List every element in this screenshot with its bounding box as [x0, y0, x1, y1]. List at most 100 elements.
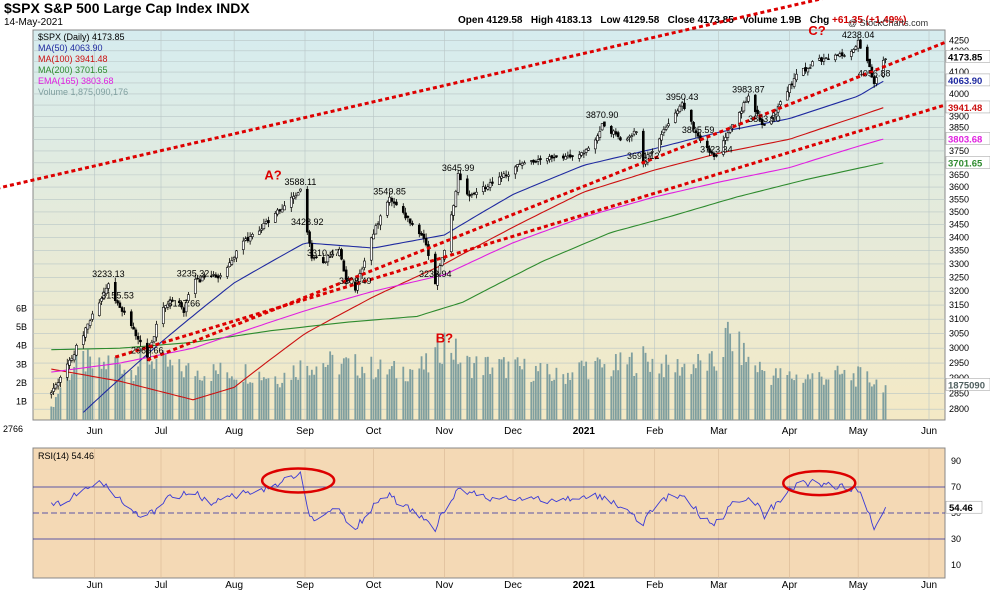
price-tick-label: 3150	[949, 300, 969, 310]
volume-bar	[187, 363, 190, 420]
volume-bar	[740, 365, 743, 420]
volume-bar	[233, 379, 236, 420]
rsi-x-label: Aug	[225, 580, 243, 591]
volume-bar	[89, 356, 92, 420]
candle-body	[822, 58, 826, 62]
candle-body	[728, 128, 732, 133]
candle-body	[404, 212, 407, 219]
price-tick-label: 3250	[949, 272, 969, 282]
candle-body	[513, 166, 517, 175]
volume-bar	[710, 351, 713, 420]
symbol: $SPX	[4, 0, 40, 16]
price-tick-label: 3550	[949, 194, 969, 204]
price-x-label: Jun	[87, 426, 103, 437]
candle-body	[331, 253, 334, 257]
candle-body	[196, 277, 199, 280]
candle-body	[785, 91, 789, 101]
axis-value-label: 3701.65	[948, 158, 983, 169]
volume-bar	[182, 377, 185, 420]
wave-annotation: C?	[808, 23, 825, 38]
volume-bar	[315, 366, 318, 420]
candle-body	[539, 158, 542, 161]
volume-bar	[614, 354, 617, 420]
volume-bar	[854, 386, 857, 420]
candle-body	[116, 300, 119, 304]
volume-bar	[258, 371, 261, 420]
volume-bar	[340, 363, 343, 420]
volume-bar	[667, 364, 670, 420]
volume-bar	[185, 365, 188, 420]
candle-body	[715, 154, 718, 157]
trendline	[0, 0, 823, 190]
candle-body	[219, 275, 222, 278]
volume-bar	[411, 369, 414, 420]
volume-bar	[603, 364, 606, 420]
candle-body	[86, 323, 90, 330]
volume-bar	[450, 352, 453, 420]
rsi-tick-label: 30	[951, 534, 961, 544]
volume-bar	[646, 361, 649, 420]
candle-body	[260, 228, 263, 231]
price-value-label: 3983.87	[732, 84, 765, 94]
volume-bar	[548, 374, 551, 420]
candle-body	[107, 283, 110, 289]
volume-bar	[838, 374, 841, 420]
candle-body	[660, 134, 663, 141]
volume-bar	[630, 352, 633, 420]
volume-bar	[786, 375, 789, 420]
candle-body	[113, 282, 117, 301]
axis-value-label: 3803.68	[948, 134, 982, 145]
volume-bar	[884, 385, 887, 420]
volume-bar	[530, 381, 533, 420]
price-x-label: 2021	[573, 426, 596, 437]
price-x-label: Oct	[366, 426, 382, 437]
candle-body	[59, 376, 62, 383]
volume-bar	[793, 380, 796, 420]
volume-bar	[870, 386, 873, 420]
candle-body	[104, 287, 108, 295]
volume-bar	[859, 367, 862, 420]
volume-tick-label: 6B	[16, 304, 27, 314]
price-value-label: 2965.66	[131, 345, 164, 355]
candle-body	[827, 58, 830, 60]
rsi-x-label: Sep	[296, 580, 314, 591]
volume-bar	[169, 359, 172, 420]
candle-body	[456, 173, 460, 193]
candle-body	[102, 291, 106, 300]
volume-bar	[681, 367, 684, 420]
wave-annotation: B?	[436, 330, 453, 345]
price-x-label: Feb	[646, 426, 664, 437]
volume-bar	[326, 364, 329, 420]
candle-body	[676, 110, 679, 114]
volume-bar	[811, 373, 814, 420]
candle-body	[529, 160, 533, 162]
volume-bar	[66, 370, 69, 420]
candle-body	[795, 73, 798, 81]
candle-body	[369, 237, 373, 261]
candle-body	[328, 256, 332, 258]
candle-body	[180, 302, 183, 308]
open-label: Open	[458, 15, 484, 26]
candle-body	[486, 186, 490, 190]
price-value-label: 3233.13	[92, 269, 125, 279]
rsi-x-label: Feb	[646, 580, 664, 591]
volume-bar	[660, 363, 663, 420]
volume-bar	[139, 348, 142, 420]
candle-body	[177, 301, 181, 304]
low-label: Low	[600, 15, 621, 26]
candle-body	[680, 102, 684, 107]
volume-bar	[244, 364, 247, 420]
candle-body	[779, 101, 782, 106]
candle-body	[481, 186, 485, 192]
candle-body	[820, 57, 823, 62]
moving-average-line	[51, 138, 884, 373]
legend-entry: $SPX (Daily) 4173.85	[38, 32, 125, 42]
candle-body	[635, 131, 638, 133]
volume-bar	[342, 358, 345, 420]
volume-bar	[134, 375, 137, 420]
rsi-highlight-ellipse	[260, 467, 336, 494]
price-x-label: Jun	[921, 426, 937, 437]
volume-bar	[726, 321, 729, 420]
candle-body	[630, 135, 634, 138]
candle-body	[72, 354, 76, 361]
